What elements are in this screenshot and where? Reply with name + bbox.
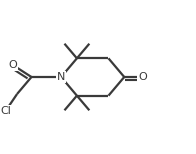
Text: N: N [57, 72, 65, 82]
Text: Cl: Cl [0, 106, 11, 116]
Text: O: O [8, 60, 17, 70]
Text: O: O [138, 72, 147, 82]
